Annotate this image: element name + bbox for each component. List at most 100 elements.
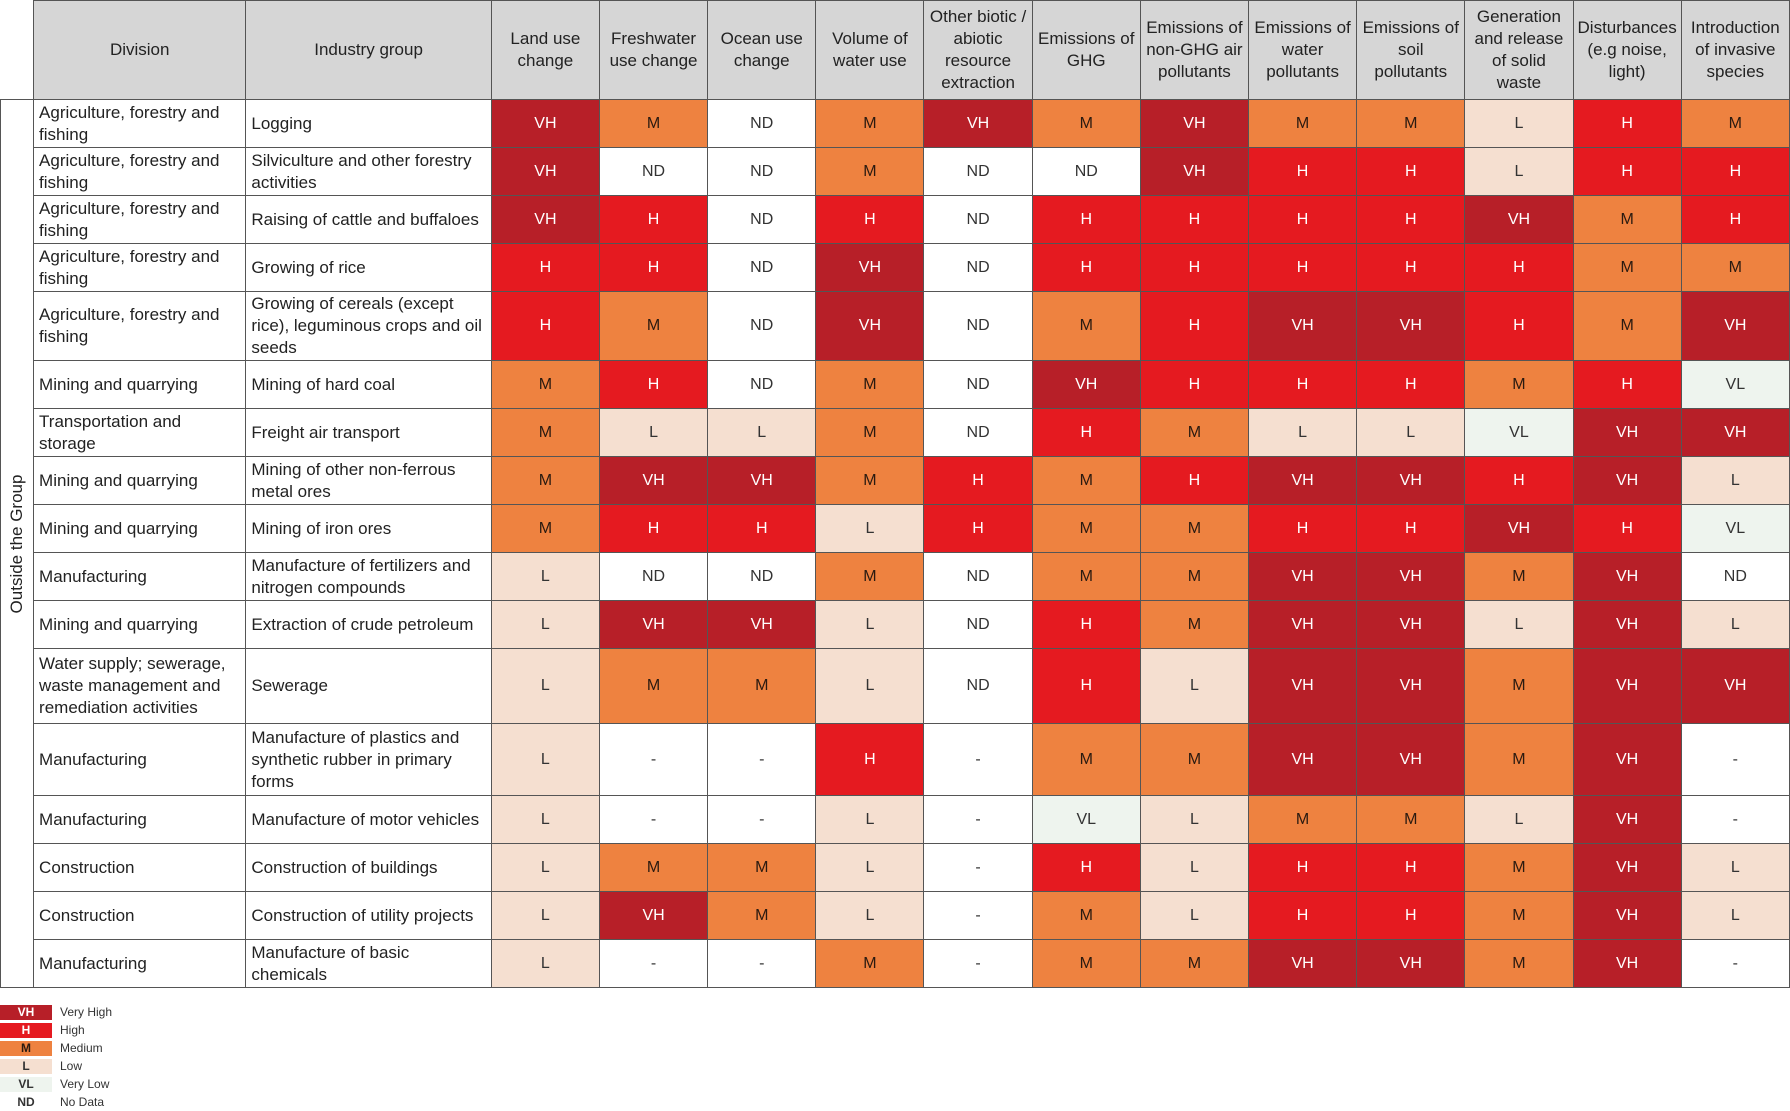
- industry-group-cell: Logging: [245, 99, 492, 148]
- rating-cell: M: [815, 939, 925, 988]
- rating-cell: L: [490, 723, 600, 796]
- rating-cell: VH: [490, 195, 600, 244]
- rating-cell: ND: [923, 147, 1033, 196]
- rating-cell: L: [1680, 456, 1790, 505]
- table-row: Manufacturing Manufacture of basic chemic…: [1, 939, 1790, 988]
- rating-cell: VH: [1247, 648, 1358, 724]
- rating-cell: H: [1139, 291, 1250, 361]
- rating-cell: ND: [923, 195, 1033, 244]
- division-cell: Mining and quarrying: [33, 456, 247, 505]
- rating-cell: VH: [707, 456, 817, 505]
- rating-cell: VH: [1247, 291, 1358, 361]
- column-header: Emissions of non-GHG air pollutants: [1139, 0, 1250, 100]
- table-row: Mining and quarrying Extraction of crude …: [1, 600, 1790, 649]
- rating-cell: L: [1139, 891, 1250, 940]
- rating-cell: H: [1031, 600, 1141, 649]
- rating-cell: H: [490, 291, 600, 361]
- rating-cell: L: [490, 600, 600, 649]
- rating-cell: L: [598, 408, 709, 457]
- rating-cell: H: [1139, 243, 1250, 292]
- rating-cell: M: [1356, 795, 1466, 844]
- rating-cell: VH: [1031, 360, 1141, 409]
- legend-entry: VH Very High: [0, 1003, 112, 1021]
- rating-cell: H: [707, 504, 817, 553]
- rating-cell: H: [815, 195, 925, 244]
- rating-cell: H: [598, 195, 709, 244]
- rating-cell: M: [1031, 291, 1141, 361]
- rating-cell: H: [1572, 504, 1682, 553]
- industry-group-cell: Manufacture of plastics and synthetic ru…: [245, 723, 492, 796]
- rating-cell: M: [815, 147, 925, 196]
- rating-cell: L: [1247, 408, 1358, 457]
- rating-cell: ND: [1031, 147, 1141, 196]
- rating-cell: H: [1680, 147, 1790, 196]
- industry-group-cell: Silviculture and other forestry activiti…: [245, 147, 492, 196]
- table-row: Water supply; sewerage, waste management…: [1, 648, 1790, 724]
- rating-cell: M: [815, 552, 925, 601]
- rating-cell: H: [1356, 843, 1466, 892]
- rating-cell: H: [1247, 360, 1358, 409]
- rating-cell: M: [815, 360, 925, 409]
- column-header: Land use change: [490, 0, 600, 100]
- division-cell: Mining and quarrying: [33, 360, 247, 409]
- rating-cell: VH: [1572, 648, 1682, 724]
- rating-cell: L: [1464, 600, 1574, 649]
- rating-cell: L: [815, 891, 925, 940]
- rating-cell: VH: [1680, 408, 1790, 457]
- rating-cell: VH: [1356, 291, 1466, 361]
- division-cell: Agriculture, forestry and fishing: [33, 195, 247, 244]
- rating-cell: H: [1464, 243, 1574, 292]
- industry-group-cell: Mining of other non-ferrous metal ores: [245, 456, 492, 505]
- rating-cell: ND: [923, 600, 1033, 649]
- rating-cell: H: [1356, 891, 1466, 940]
- heatmap-table: Division Industry group Land use change Fre…: [0, 0, 1790, 988]
- rating-cell: H: [923, 456, 1033, 505]
- rating-cell: -: [1680, 939, 1790, 988]
- rating-cell: H: [1356, 243, 1466, 292]
- rating-cell: H: [1031, 195, 1141, 244]
- industry-group-cell: Growing of cereals (except rice), legumi…: [245, 291, 492, 361]
- rating-cell: L: [490, 939, 600, 988]
- rating-cell: ND: [1680, 552, 1790, 601]
- rating-cell: ND: [707, 552, 817, 601]
- rating-cell: ND: [707, 243, 817, 292]
- rating-cell: VH: [1356, 723, 1466, 796]
- rating-cell: M: [1139, 723, 1250, 796]
- rating-cell: L: [707, 408, 817, 457]
- column-header: Industry group: [245, 0, 492, 100]
- rating-cell: L: [815, 600, 925, 649]
- rating-cell: ND: [707, 291, 817, 361]
- rating-cell: M: [598, 99, 709, 148]
- industry-group-cell: Manufacture of motor vehicles: [245, 795, 492, 844]
- rating-cell: H: [1139, 456, 1250, 505]
- rating-cell: L: [815, 504, 925, 553]
- table-row: Manufacturing Manufacture of motor vehicl…: [1, 795, 1790, 844]
- column-header: Introduction of invasive species: [1680, 0, 1790, 100]
- rating-cell: VH: [1680, 648, 1790, 724]
- rating-cell: VH: [1572, 552, 1682, 601]
- rating-cell: H: [1356, 360, 1466, 409]
- rating-cell: M: [490, 504, 600, 553]
- rating-cell: ND: [923, 360, 1033, 409]
- rating-cell: -: [707, 795, 817, 844]
- column-header: Emissions of water pollutants: [1247, 0, 1358, 100]
- legend-entry: L Low: [0, 1057, 112, 1075]
- rating-cell: M: [815, 99, 925, 148]
- division-cell: Agriculture, forestry and fishing: [33, 147, 247, 196]
- rating-cell: H: [490, 243, 600, 292]
- rating-cell: M: [1139, 600, 1250, 649]
- column-header: Division: [33, 0, 247, 100]
- rating-cell: H: [1031, 243, 1141, 292]
- rating-cell: VH: [1572, 939, 1682, 988]
- rating-cell: H: [1356, 504, 1466, 553]
- rating-cell: ND: [923, 648, 1033, 724]
- legend-label: Very High: [60, 1005, 113, 1019]
- division-cell: Manufacturing: [33, 723, 247, 796]
- rating-cell: H: [1247, 147, 1358, 196]
- table-row: Manufacturing Manufacture of plastics and…: [1, 723, 1790, 796]
- rating-cell: M: [598, 291, 709, 361]
- rating-cell: L: [1356, 408, 1466, 457]
- table-row: Transportation and storage Freight air tr…: [1, 408, 1790, 457]
- rating-cell: -: [1680, 795, 1790, 844]
- table-row: Agriculture, forestry and fishing Silvicu…: [1, 147, 1790, 196]
